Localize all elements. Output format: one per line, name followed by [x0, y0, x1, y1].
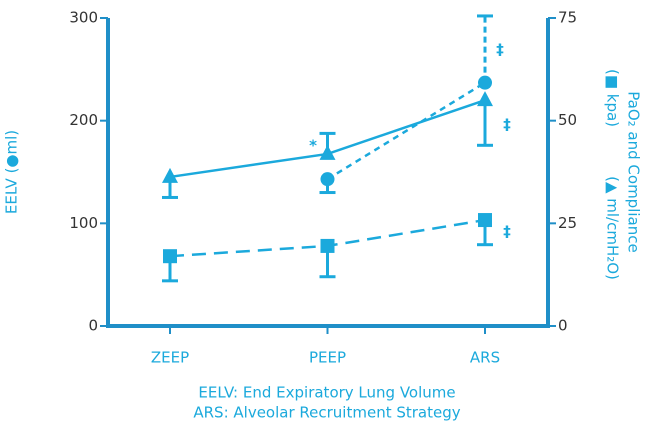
- annotation: *: [309, 137, 317, 155]
- marker: [320, 172, 335, 187]
- y2-axis-label: PaO₂ and Compliance: [625, 91, 643, 252]
- marker: [478, 75, 492, 90]
- y2-axis-label: (■ kpa): [604, 69, 622, 127]
- x-tick-label: PEEP: [309, 349, 346, 367]
- y-tick-label: 0: [88, 317, 98, 335]
- footnote: EELV: End Expiratory Lung Volume: [198, 384, 455, 402]
- y2-tick-label: 25: [558, 214, 577, 232]
- marker: [162, 167, 178, 183]
- annotation: ‡: [496, 41, 504, 59]
- marker: [319, 144, 336, 160]
- y-tick-label: 300: [69, 9, 98, 27]
- marker: [163, 249, 177, 264]
- x-tick-label: ARS: [470, 349, 500, 367]
- y2-tick-label: 50: [558, 111, 577, 129]
- x-tick-label: ZEEP: [151, 349, 189, 367]
- y-axis-label: EELV (●ml): [3, 130, 21, 214]
- marker: [478, 213, 492, 228]
- annotation: ‡: [503, 116, 511, 134]
- marker: [320, 238, 335, 253]
- annotation: ‡: [503, 223, 511, 241]
- y2-axis-label: (▲ ml/cmH₂O): [604, 176, 622, 280]
- series-line: [326, 81, 486, 181]
- y2-tick-label: 0: [558, 317, 568, 335]
- footnote: ARS: Alveolar Recruitment Strategy: [193, 404, 460, 422]
- y-tick-label: 100: [69, 214, 98, 232]
- marker: [477, 91, 493, 107]
- y-tick-label: 200: [69, 111, 98, 129]
- y2-tick-label: 75: [558, 9, 577, 27]
